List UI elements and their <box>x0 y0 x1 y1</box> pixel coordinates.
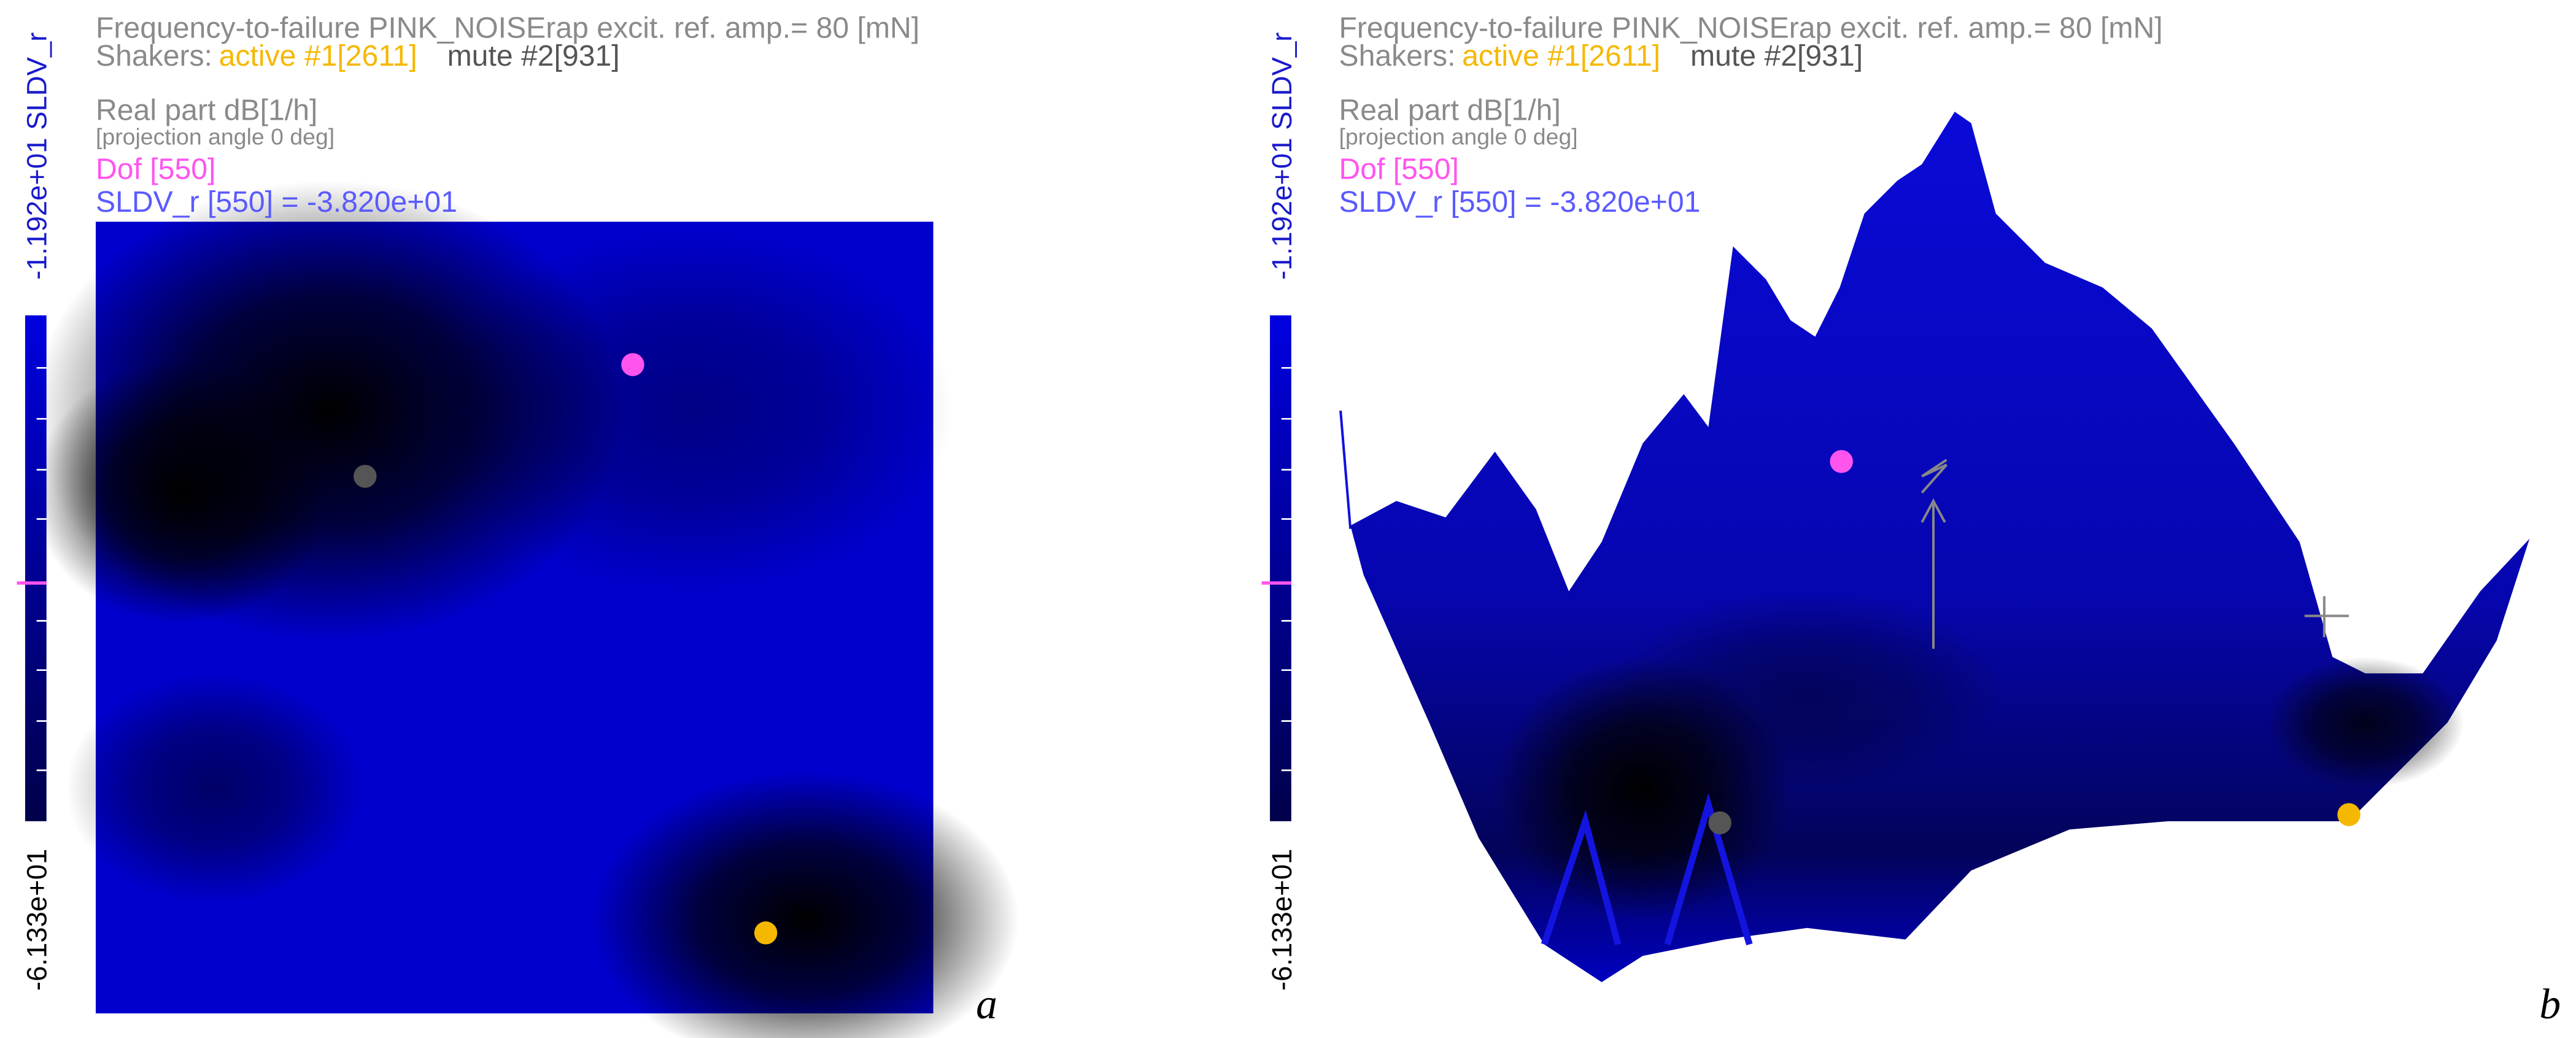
shakers-label: Shakers: <box>96 39 212 72</box>
title: Frequency-to-failure PINK_NOISErap excit… <box>1339 12 2162 45</box>
cursor-cross <box>2304 596 2349 638</box>
colorbar-max-label: -1.192e+01 SLDV_r <box>1266 33 1298 280</box>
title: Frequency-to-failure PINK_NOISErap excit… <box>96 12 919 45</box>
caption: b <box>2539 981 2561 1028</box>
dof: Dof [550] <box>96 153 215 186</box>
caption: a <box>976 981 997 1028</box>
dof-marker <box>621 353 644 376</box>
readout: SLDV_r [550] = -3.820e+01 <box>96 185 457 219</box>
readout: SLDV_r [550] = -3.820e+01 <box>1339 185 1700 219</box>
active-shaker: active #1[2611] <box>219 39 417 72</box>
colorbar <box>1270 315 1291 821</box>
colorbar-min-label: -6.133e+01 <box>1266 849 1298 991</box>
colorbar-ticks <box>1281 367 1291 772</box>
mute-shaker-marker <box>1708 811 1731 835</box>
colorbar-max-label: -1.192e+01 SLDV_r <box>21 33 53 280</box>
surface-peaks <box>1541 793 1753 946</box>
active-shaker: active #1[2611] <box>1462 39 1660 72</box>
colorbar-ticks <box>36 367 47 772</box>
panel-a: -1.192e+01 SLDV_r -6.133e+01 Frequency-t… <box>17 12 1019 1038</box>
dof-marker <box>1830 450 1853 473</box>
surface-shading <box>1495 591 2464 920</box>
shakers-label: Shakers: <box>1339 39 1455 72</box>
panel-b: -1.192e+01 SLDV_r -6.133e+01 Frequency-t… <box>1261 12 2561 1028</box>
quantity: Real part dB[1/h] <box>1339 93 1560 126</box>
mute-shaker: mute #2[931] <box>1690 39 1863 72</box>
mute-shaker-marker <box>354 465 377 488</box>
colorbar-min-label: -6.133e+01 <box>21 849 53 991</box>
active-shaker-marker <box>754 921 778 945</box>
projection: [projection angle 0 deg] <box>1339 123 1577 149</box>
heatmap-shading <box>33 180 1019 1038</box>
colorbar <box>25 315 47 821</box>
dof: Dof [550] <box>1339 153 1458 186</box>
projection: [projection angle 0 deg] <box>96 123 335 149</box>
mute-shaker: mute #2[931] <box>447 39 620 72</box>
axis-arrow <box>1920 459 1947 649</box>
surface-edge <box>1339 410 1352 529</box>
quantity: Real part dB[1/h] <box>96 93 317 126</box>
active-shaker-marker <box>2337 803 2361 826</box>
